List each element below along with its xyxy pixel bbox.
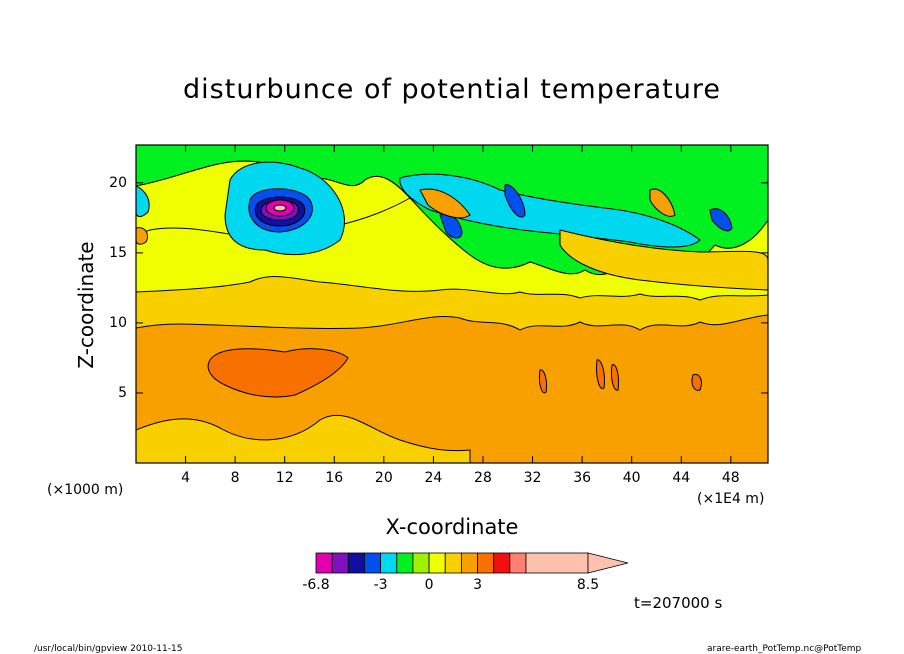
region-darkorange-spot-2 bbox=[596, 359, 605, 390]
colorbar-tick-label: 0 bbox=[424, 577, 434, 593]
x-tick-marks bbox=[185, 145, 732, 463]
band-gold-bottom bbox=[136, 414, 471, 463]
x-tick-label: 8 bbox=[230, 470, 240, 486]
x-tick-label: 36 bbox=[573, 470, 592, 486]
chart-title: disturbunce of potential temperature bbox=[183, 74, 721, 105]
colorbar-segment bbox=[396, 552, 414, 574]
contour-fields bbox=[136, 145, 768, 463]
region-cyan-left-edge bbox=[136, 185, 150, 217]
y-tick-label: 20 bbox=[109, 174, 127, 191]
colorbar-segment bbox=[331, 552, 349, 574]
region-darkorange-spot-3 bbox=[611, 364, 619, 391]
x-tick-label: 12 bbox=[275, 470, 294, 486]
colorbar-segment bbox=[460, 552, 478, 574]
colorbar-segment bbox=[364, 552, 382, 574]
x-tick-label: 24 bbox=[424, 470, 443, 486]
x-tick-label: 32 bbox=[523, 470, 542, 486]
y-tick-label: 10 bbox=[109, 314, 127, 331]
colorbar-segment bbox=[428, 552, 446, 574]
x-tick-label: 48 bbox=[721, 470, 740, 486]
x-tick-label: 40 bbox=[622, 470, 641, 486]
colorbar-segment bbox=[347, 552, 365, 574]
x-tick-label: 44 bbox=[672, 470, 691, 486]
colorbar bbox=[315, 552, 629, 574]
colorbar-segment bbox=[380, 552, 398, 574]
footer-left: /usr/local/bin/gpview 2010-11-15 bbox=[34, 644, 183, 654]
region-orange-upper-far bbox=[649, 188, 676, 217]
region-blue-right-2 bbox=[504, 184, 526, 218]
region-orange-left-edge bbox=[136, 227, 149, 245]
region-darkorange-center bbox=[207, 348, 349, 398]
region-darkorange-spot-1 bbox=[539, 369, 547, 394]
colorbar-tick-label: 8.5 bbox=[576, 577, 600, 593]
colorbar-tick-label: 3 bbox=[473, 577, 482, 593]
x-tick-label: 16 bbox=[325, 470, 344, 486]
colorbar-segment bbox=[412, 552, 430, 574]
plot-frame bbox=[135, 144, 769, 464]
colorbar-segment bbox=[525, 552, 589, 574]
colorbar-segment bbox=[493, 552, 511, 574]
colorbar-extension-arrow bbox=[587, 552, 629, 574]
x-tick-label: 20 bbox=[374, 470, 393, 486]
region-blue-right-3 bbox=[709, 208, 733, 232]
region-orange-upper-right bbox=[419, 188, 471, 219]
region-darkorange-spot-4 bbox=[691, 373, 702, 391]
region-pink-core bbox=[273, 204, 287, 212]
colorbar-tick-label: -3 bbox=[373, 577, 388, 593]
colorbar-tick-label: -6.8 bbox=[302, 577, 330, 593]
x-unit-right: (×1E4 m) bbox=[697, 491, 765, 507]
x-tick-label: 4 bbox=[181, 470, 191, 486]
footer-right: arare-earth_PotTemp.nc@PotTemp bbox=[707, 644, 862, 654]
x-axis-label: X-coordinate bbox=[385, 515, 519, 539]
colorbar-segment bbox=[444, 552, 462, 574]
y-tick-marks bbox=[136, 182, 768, 394]
x-unit-left: (×1000 m) bbox=[47, 482, 124, 498]
colorbar-segment bbox=[509, 552, 527, 574]
colorbar-segment bbox=[477, 552, 495, 574]
colorbar-segment bbox=[315, 552, 333, 574]
y-tick-label: 15 bbox=[109, 244, 127, 261]
time-label: t=207000 s bbox=[634, 594, 723, 612]
y-tick-label: 5 bbox=[118, 384, 127, 401]
x-tick-label: 28 bbox=[474, 470, 492, 486]
